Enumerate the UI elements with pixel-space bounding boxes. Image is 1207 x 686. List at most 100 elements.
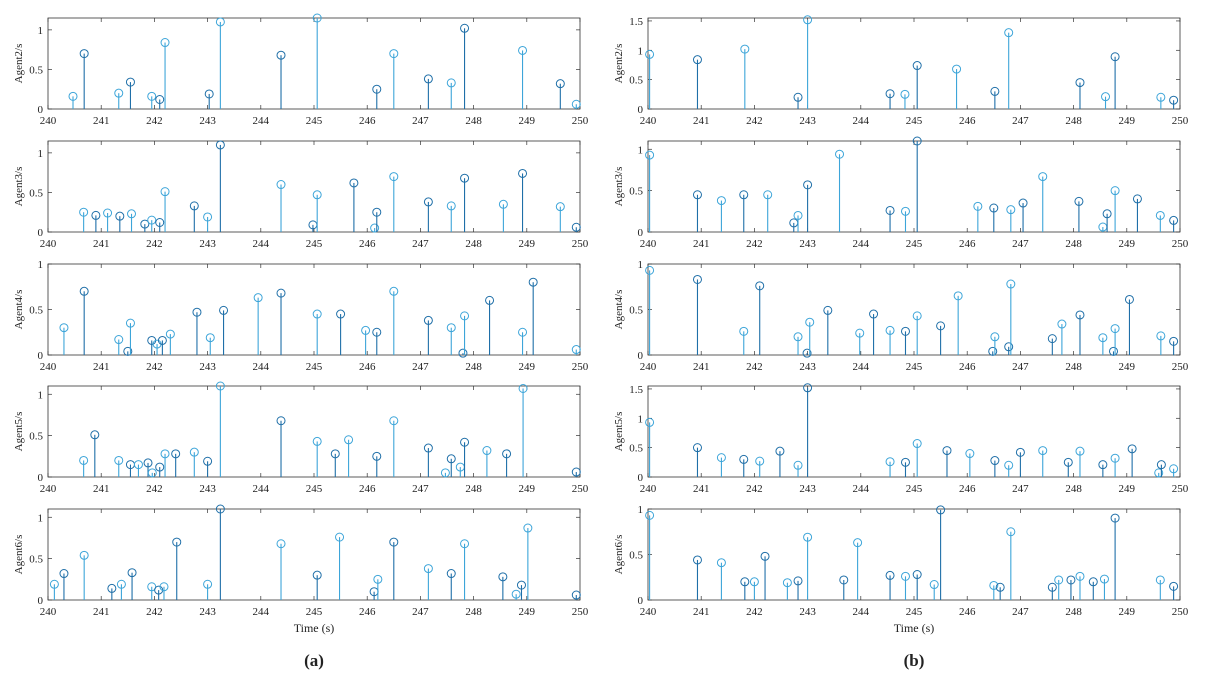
panel-b-agent3-s-stem-marker bbox=[692, 190, 702, 200]
panel-a-agent3-s-stem-marker bbox=[571, 222, 581, 232]
panel-b-agent5-s-ytick-label: 0 bbox=[638, 472, 644, 484]
panel-b-agent6-s-stem-marker bbox=[803, 532, 813, 542]
panel-a-agent4-s-xtick-label: 248 bbox=[465, 361, 482, 373]
panel-b-agent5-s-xtick-label: 250 bbox=[1172, 483, 1189, 495]
panel-b-agent6-s-ytick-label: 1 bbox=[638, 504, 644, 516]
panel-b-agent3-s-stem-marker bbox=[763, 190, 773, 200]
panel-a-agent3-s-stem-marker bbox=[140, 219, 150, 229]
panel-b-agent4-s-stem-marker bbox=[1109, 346, 1118, 356]
panel-b-agent5-s-ylabel: Agent5/s bbox=[613, 412, 625, 452]
panel-a-agent2-s-stem-marker bbox=[389, 49, 399, 59]
panel-a-agent3-s-stem-marker bbox=[349, 178, 359, 188]
panel-b-agent2-s-ytick-label: 0 bbox=[638, 104, 644, 116]
panel-b-agent3-s-xtick-label: 250 bbox=[1172, 238, 1189, 250]
panel-a-agent6-s-ytick-label: 0 bbox=[38, 595, 44, 607]
panel-b-agent3-s-xtick-label: 248 bbox=[1065, 238, 1082, 250]
panel-b-agent6-s-stem-marker bbox=[1075, 571, 1085, 581]
panel-a-agent2-s-stem-marker bbox=[155, 95, 165, 105]
panel-a-agent6-s-ytick-label: 1 bbox=[38, 512, 44, 524]
panel-a-agent2-s-stem-marker bbox=[372, 84, 382, 94]
panel-b-agent6-s-ylabel: Agent6/s bbox=[613, 535, 625, 575]
panel-b-agent5-s-stem-marker bbox=[1038, 446, 1048, 456]
panel-b-agent4-s-stem-marker bbox=[823, 305, 833, 315]
panel-a-agent2-s-ytick-label: 0.5 bbox=[29, 64, 43, 76]
panel-b-agent2-s-stem-marker bbox=[1110, 52, 1120, 62]
panel-b-agent5-s-xtick-label: 249 bbox=[1119, 483, 1136, 495]
panel-b-agent5-s-ytick-label: 1.5 bbox=[629, 384, 643, 396]
panel-b-agent5-s-ytick-label: 1 bbox=[638, 413, 644, 425]
panel-a-agent2-s-xtick-label: 243 bbox=[199, 115, 216, 127]
panel-b-agent2-s-stem-marker bbox=[1075, 78, 1085, 88]
panel-b-agent2-s-ytick-label: 1.5 bbox=[629, 16, 643, 28]
panel-a-agent3-s-stem-marker bbox=[498, 199, 508, 209]
panel-b-agent6-s-stem-marker bbox=[839, 575, 849, 585]
panel-a-agent3-s-stem-marker bbox=[103, 208, 113, 218]
panel-a-agent6-s-stem-marker bbox=[389, 537, 399, 547]
panel-b-agent3-s-stem-marker bbox=[645, 150, 655, 160]
panel-b-agent2-s-stem-marker bbox=[885, 89, 895, 99]
panel-a-agent3-s-stem-marker bbox=[215, 140, 225, 150]
panel-b-agent6-s-stem-marker bbox=[1155, 575, 1165, 585]
panel-b-agent4-s-stem-marker bbox=[793, 332, 803, 342]
panel-a-agent4-s-stem-marker bbox=[192, 307, 202, 317]
panel-a-agent5-s-stem-marker bbox=[215, 381, 225, 391]
panel-a-agent6-s-xtick-label: 241 bbox=[93, 606, 110, 618]
panel-a-agent5-s-stem-marker bbox=[571, 467, 581, 477]
panel-b-agent5-s-xtick-label: 245 bbox=[906, 483, 923, 495]
panel-a-agent6-s-stem-marker bbox=[516, 580, 526, 590]
panel-a-agent5-s-xtick-label: 243 bbox=[199, 483, 216, 495]
panel-b-agent2-s-xtick-label: 245 bbox=[906, 115, 923, 127]
panel-b-agent4-s-ytick-label: 0.5 bbox=[629, 305, 643, 317]
panel-b-agent6-s-stem-marker bbox=[692, 555, 702, 565]
panel-b-agent2-s-stem-marker bbox=[1101, 92, 1111, 102]
panel-b-agent4-s-xtick-label: 241 bbox=[693, 361, 710, 373]
panel-a-agent4-s-stem-marker bbox=[389, 286, 399, 296]
panel-b-agent4-s-stem-marker bbox=[1004, 342, 1014, 352]
panel-b-agent4-s-stem-marker bbox=[1110, 324, 1120, 334]
panel-b-agent2-s-ytick-label: 0.5 bbox=[629, 75, 643, 87]
panel-b-agent6-s-stem-marker bbox=[853, 538, 863, 548]
panel-b-agent3-s-stem-marker bbox=[1132, 194, 1142, 204]
panel-b-agent3-s-xtick-label: 240 bbox=[640, 238, 657, 250]
panel-a-agent5-s-xtick-label: 244 bbox=[253, 483, 270, 495]
panel-b-agent4-s-ytick-label: 0 bbox=[638, 350, 644, 362]
panel-b-agent6-s-stem-marker bbox=[749, 577, 759, 587]
panel-a-agent2-s-stem-marker bbox=[114, 88, 124, 98]
panel-a-agent2-s-xtick-label: 241 bbox=[93, 115, 110, 127]
panel-b-agent3-s-stem-marker bbox=[973, 201, 983, 211]
panel-a-agent5-s-stem-marker bbox=[344, 435, 354, 445]
panel-a-agent6-s-stem-marker bbox=[203, 579, 213, 589]
panel-a-agent6-s-stem-marker bbox=[373, 574, 383, 584]
panel-b-agent5-s-xtick-label: 242 bbox=[746, 483, 763, 495]
panel-b-agent5-s-stem-marker bbox=[990, 456, 1000, 466]
panel-a-agent6-s-stem-marker bbox=[511, 589, 521, 599]
panel-a-agent4-s-stem-marker bbox=[276, 288, 286, 298]
panel-b-agent6-s-xtick-label: 240 bbox=[640, 606, 657, 618]
panel-b-agent3-s-stem-marker bbox=[1169, 215, 1179, 225]
panel-a-agent3-s-xtick-label: 245 bbox=[306, 238, 323, 250]
panel-a-agent5-s-xtick-label: 240 bbox=[40, 483, 57, 495]
panel-a-caption: (a) bbox=[304, 651, 324, 670]
panel-a-agent3-s-xtick-label: 249 bbox=[519, 238, 536, 250]
panel-a-agent4-s-stem-marker bbox=[114, 335, 124, 345]
panel-a-agent6-s-stem-marker bbox=[159, 582, 169, 592]
panel-a-agent6-s-stem-marker bbox=[460, 539, 470, 549]
panel-a-agent5-s-xtick-label: 247 bbox=[412, 483, 429, 495]
panel-a-agent4-s-xtick-label: 245 bbox=[306, 361, 323, 373]
panel-a-agent3-s-ytick-label: 0 bbox=[38, 227, 44, 239]
panel-b-agent5-s-stem-marker bbox=[1110, 453, 1120, 463]
panel-a-agent2-s-xtick-label: 249 bbox=[519, 115, 536, 127]
panel-b-agent6-s-ytick-label: 0 bbox=[638, 595, 644, 607]
panel-b-xlabel: Time (s) bbox=[894, 621, 935, 635]
panel-b-agent3-s-stem-marker bbox=[989, 203, 999, 213]
panel-a-agent2-s-stem-marker bbox=[68, 91, 78, 101]
panel-b-agent3-s-stem-marker bbox=[1018, 198, 1028, 208]
panel-b-agent5-s-xtick-label: 243 bbox=[799, 483, 816, 495]
panel-a-agent3-s-stem-marker bbox=[446, 201, 456, 211]
panel-b-agent6-s-stem-marker bbox=[995, 582, 1005, 592]
panel-b-agent4-s-xtick-label: 250 bbox=[1172, 361, 1189, 373]
panel-b-agent6-s-stem-marker bbox=[912, 570, 922, 580]
panel-b-agent4-s-stem-marker bbox=[1057, 319, 1067, 329]
panel-a-agent6-s-stem-marker bbox=[116, 579, 126, 589]
panel-a-agent5-s-stem-marker bbox=[155, 462, 165, 472]
